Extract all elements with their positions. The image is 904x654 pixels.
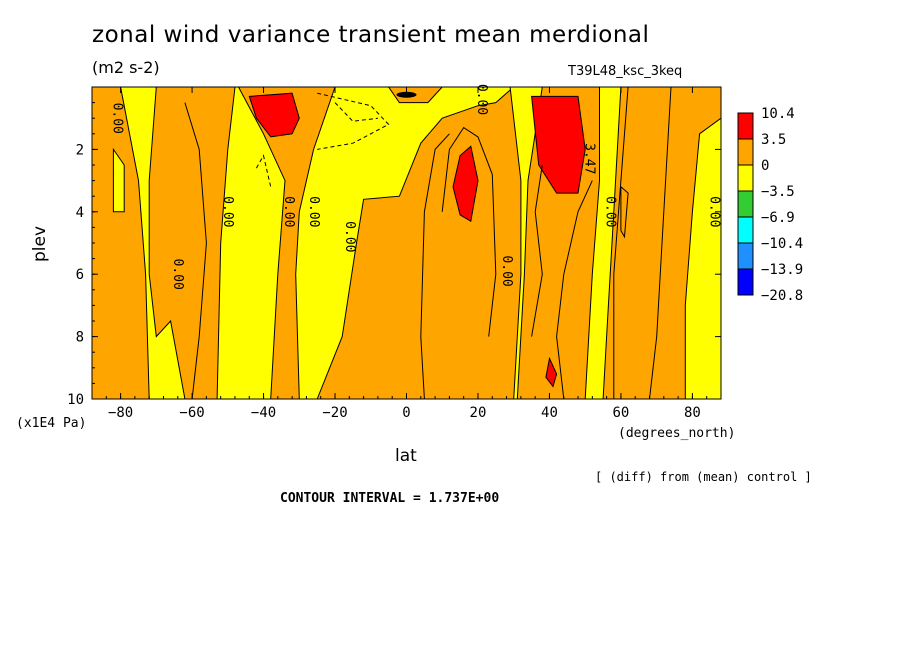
x-tick-label-1: −60 xyxy=(179,405,204,421)
negative-core xyxy=(396,91,417,98)
colorbar-label-5: −10.4 xyxy=(761,236,803,252)
red-region-3 xyxy=(545,356,558,388)
contour-label-6: 0.00 xyxy=(474,84,489,115)
contour-label-3: 0.00 xyxy=(281,196,296,227)
run-name: T39L48_ksc_3keq xyxy=(568,64,683,79)
x-tick-label-4: 0 xyxy=(402,405,410,421)
colorbar-box-1 xyxy=(737,138,754,166)
x-axis-label: lat xyxy=(395,446,417,466)
x-tick-label-2: −40 xyxy=(251,405,276,421)
x-tick-label-7: 60 xyxy=(613,405,630,421)
y-tick-label-0: 2 xyxy=(76,142,84,158)
colorbar-box-4 xyxy=(737,216,754,244)
y-axis-units: (x1E4 Pa) xyxy=(16,416,87,431)
colorbar-label-1: 3.5 xyxy=(761,132,786,148)
y-axis-label: plev xyxy=(30,225,50,262)
colorbar-box-0 xyxy=(737,112,754,140)
contour-line-2 xyxy=(441,126,497,337)
contour-line-1 xyxy=(420,133,450,400)
contour-label-8: 3.47 xyxy=(581,143,596,174)
contour-label-4: 0.00 xyxy=(306,196,321,227)
contour-label-0: 0.00 xyxy=(109,103,124,134)
colorbar-label-0: 10.4 xyxy=(761,106,795,122)
dashed-contour-0 xyxy=(317,92,390,150)
colorbar-box-2 xyxy=(737,164,754,192)
colorbar-label-6: −13.9 xyxy=(761,262,803,278)
colorbar-label-7: −20.8 xyxy=(761,288,803,304)
contour-labels: 0.00 0.00 0.00 0.00 0.00 0.00 0.00 0.00 3.47 0.00… xyxy=(109,84,721,290)
contour-interval: CONTOUR INTERVAL = 1.737E+00 xyxy=(280,491,500,506)
x-tick-label-0: −80 xyxy=(108,405,133,421)
red-region-0 xyxy=(248,92,300,138)
dashed-contour-2 xyxy=(334,102,378,122)
orange-patch xyxy=(620,185,629,239)
y-tick-label-2: 6 xyxy=(76,267,84,283)
dashed-contour-1 xyxy=(255,154,272,187)
yellow-band-2 xyxy=(112,147,125,213)
red-region-1 xyxy=(531,95,586,194)
contour-label-2: 0.00 xyxy=(220,196,235,227)
contour-label-9: 0.00 xyxy=(603,196,618,227)
contour-label-5: 0.00 xyxy=(342,221,357,252)
red-region-2 xyxy=(452,145,479,222)
colorbar-box-5 xyxy=(737,242,754,270)
colorbar-label-3: −3.5 xyxy=(761,184,795,200)
axis-ticks: −80 −60 −40 −20 0 20 40 60 80 2 4 6 8 10 xyxy=(67,87,722,421)
colorbar-box-6 xyxy=(737,268,754,296)
colorbar-label-2: 0 xyxy=(761,158,769,174)
contour-lines xyxy=(184,92,593,400)
contour-line-0 xyxy=(184,102,207,400)
y-tick-label-1: 4 xyxy=(76,205,84,221)
chart-title: zonal wind variance transient mean merdi… xyxy=(92,22,650,48)
x-tick-label-3: −20 xyxy=(322,405,347,421)
contour-label-1: 0.00 xyxy=(170,259,185,290)
x-tick-label-5: 20 xyxy=(470,405,487,421)
contour-line-4 xyxy=(556,180,593,400)
contour-label-10: 0.00 xyxy=(706,196,721,227)
x-axis-units: (degrees_north) xyxy=(618,426,736,441)
field-fills xyxy=(91,86,722,400)
colorbar-label-4: −6.9 xyxy=(761,210,795,226)
y-tick-label-3: 8 xyxy=(76,330,84,346)
x-tick-label-8: 80 xyxy=(684,405,701,421)
contour-line-3 xyxy=(531,164,543,337)
diff-note: [ (diff) from (mean) control ] xyxy=(595,470,812,484)
contour-label-7: 0.00 xyxy=(499,255,514,286)
colorbar-box-3 xyxy=(737,190,754,218)
units-subtitle: (m2 s-2) xyxy=(92,58,160,77)
y-tick-label-4: 10 xyxy=(67,392,84,408)
colorbar: 10.4 3.5 0 −3.5 −6.9 −10.4 −13.9 −20.8 xyxy=(737,106,803,304)
x-tick-label-6: 40 xyxy=(541,405,558,421)
